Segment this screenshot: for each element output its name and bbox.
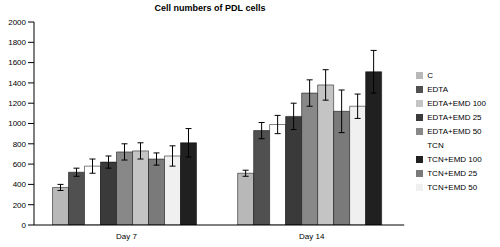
html-text:EDTA+EMD 50: EDTA+EMD 50 (427, 126, 482, 136)
html-text:TCN+EMD 100: TCN+EMD 100 (427, 154, 482, 164)
html-text:Cell numbers of PDL cells: Cell numbers of PDL cells (154, 3, 266, 13)
svg-text:Day 7: Day 7 (116, 232, 137, 241)
svg-text:600: 600 (13, 160, 27, 169)
html-text:TCN+EMD 25: TCN+EMD 25 (427, 168, 478, 178)
svg-text:1600: 1600 (8, 58, 26, 67)
svg-text:800: 800 (13, 140, 27, 149)
svg-text:400: 400 (13, 180, 27, 189)
svg-text:1800: 1800 (8, 38, 26, 47)
svg-text:1200: 1200 (8, 99, 26, 108)
html-text:EDTA+EMD 100: EDTA+EMD 100 (427, 98, 486, 108)
html-text:EDTA: EDTA (427, 84, 448, 94)
html-text:EDTA+EMD 25: EDTA+EMD 25 (427, 112, 482, 122)
svg-text:0: 0 (22, 221, 27, 230)
svg-text:2000: 2000 (8, 18, 26, 27)
html-text:TCN: TCN (427, 140, 444, 150)
svg-text:1000: 1000 (8, 119, 26, 128)
svg-text:1400: 1400 (8, 79, 26, 88)
svg-text:200: 200 (13, 201, 27, 210)
html-text:C: C (427, 70, 433, 80)
svg-text:Day 14: Day 14 (299, 232, 325, 241)
html-text:TCN+EMD 50: TCN+EMD 50 (427, 182, 478, 192)
